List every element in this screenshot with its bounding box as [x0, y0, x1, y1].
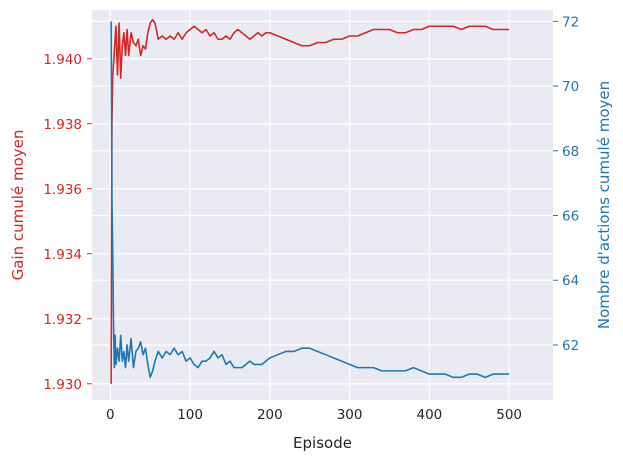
- y-right-tick-label: 62: [562, 338, 579, 354]
- y-right-tick-label: 70: [562, 79, 579, 95]
- series-lines: [110, 18, 510, 384]
- y-left-tick-label: 1.936: [43, 182, 82, 198]
- y-left-tick-label: 1.940: [43, 52, 82, 68]
- gain-series-line: [110, 18, 510, 384]
- y-left-tick-label: 1.934: [43, 247, 82, 263]
- x-tick-label: 100: [177, 407, 203, 423]
- x-tick-label: 500: [496, 407, 522, 423]
- y-right-tick-label: 72: [562, 14, 579, 30]
- x-tick-label: 400: [416, 407, 442, 423]
- y-right-tick-label: 64: [562, 273, 579, 289]
- y-axis-left-label: Gain cumulé moyen: [9, 130, 27, 281]
- y-right-tick-label: 68: [562, 144, 579, 160]
- y-axis-right-label: Nombre d'actions cumulé moyen: [595, 81, 613, 329]
- actions-series-line: [110, 21, 510, 379]
- x-tick-label: 200: [257, 407, 283, 423]
- axes: 0 100 200 300 400 500 1.930 1.932 1.934 1.936 1.93…: [43, 14, 579, 423]
- plot-area: [92, 10, 553, 400]
- x-tick-label: 300: [337, 407, 363, 423]
- grid-lines: [92, 10, 553, 400]
- x-tick-label: 0: [106, 407, 115, 423]
- y-left-tick-label: 1.930: [43, 377, 82, 393]
- y-left-tick-label: 1.938: [43, 117, 82, 133]
- x-axis-label: Episode: [293, 434, 352, 452]
- y-left-tick-label: 1.932: [43, 312, 82, 328]
- y-right-tick-label: 66: [562, 209, 579, 225]
